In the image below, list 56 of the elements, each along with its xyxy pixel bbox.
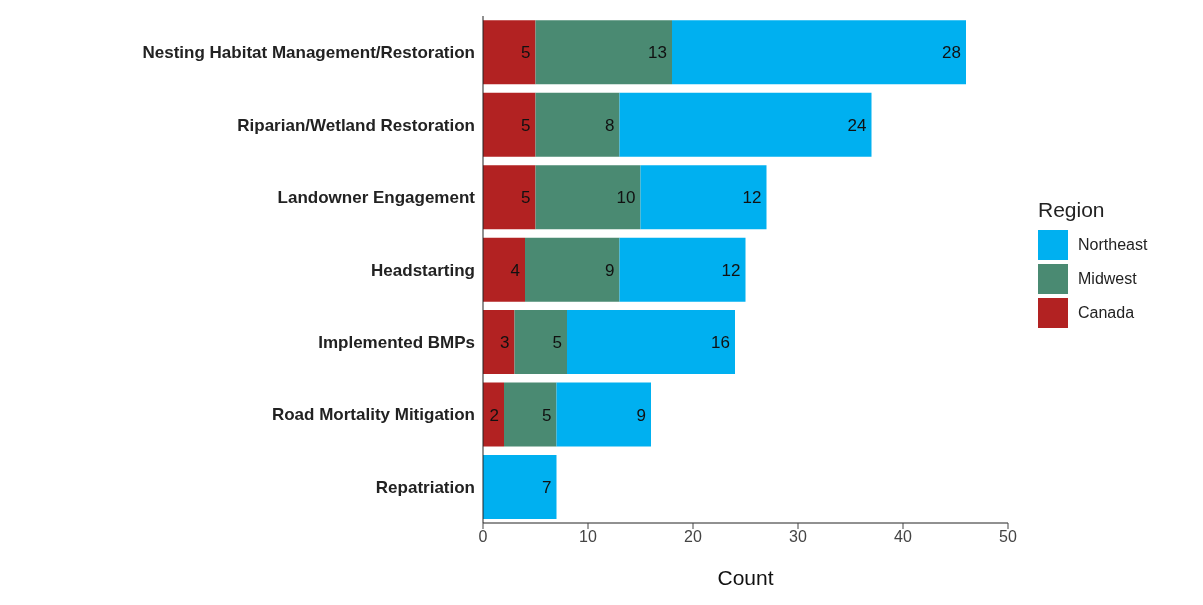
data-label: 13	[648, 43, 667, 63]
x-tick-label: 20	[684, 528, 702, 546]
legend-label: Canada	[1078, 304, 1135, 322]
data-label: 5	[552, 333, 562, 353]
x-tick-label: 50	[999, 528, 1017, 546]
data-label: 16	[711, 333, 730, 353]
bar	[619, 237, 746, 302]
data-label: 28	[942, 43, 961, 63]
bar	[535, 92, 620, 157]
x-tick-label: 0	[478, 528, 488, 546]
y-tick-label: Nesting Habitat Management/Restoration	[142, 43, 475, 63]
data-label: 9	[605, 260, 615, 280]
y-tick-label: Repatriation	[375, 477, 475, 497]
x-tick-label: 10	[579, 528, 597, 546]
data-label: 24	[847, 115, 867, 135]
data-label: 5	[521, 43, 531, 63]
bar	[535, 20, 672, 85]
y-tick-label: Riparian/Wetland Restoration	[237, 115, 475, 135]
bar	[483, 165, 536, 230]
legend-title: Region	[1038, 198, 1106, 222]
data-label: 8	[605, 115, 615, 135]
bar	[672, 20, 966, 85]
data-label: 12	[742, 188, 762, 208]
y-tick-label: Implemented BMPs	[318, 332, 475, 352]
bar	[535, 165, 641, 230]
bar	[483, 92, 536, 157]
bar	[483, 20, 536, 85]
y-tick-label: Road Mortality Mitigation	[271, 405, 475, 425]
x-tick-label: 40	[894, 528, 912, 546]
data-label: 9	[636, 405, 646, 425]
y-tick-label: Landowner Engagement	[277, 188, 476, 208]
x-axis-title: Count	[717, 566, 774, 589]
data-label: 4	[510, 260, 520, 280]
data-label: 5	[542, 405, 552, 425]
data-label: 5	[521, 115, 531, 135]
data-label: 7	[542, 477, 552, 497]
y-tick-label: Headstarting	[371, 260, 475, 280]
legend-label: Northeast	[1078, 236, 1148, 254]
legend-label: Midwest	[1078, 270, 1137, 288]
data-label: 2	[489, 405, 499, 425]
bar	[483, 237, 525, 302]
bar	[504, 382, 557, 447]
data-label: 10	[616, 188, 636, 208]
bar	[556, 382, 651, 447]
bar	[483, 382, 504, 447]
bar	[640, 165, 767, 230]
bar	[483, 310, 515, 375]
bar	[619, 92, 872, 157]
x-tick-label: 30	[789, 528, 807, 546]
bar	[567, 310, 735, 375]
data-label: 12	[721, 260, 741, 280]
data-label: 3	[500, 333, 510, 353]
bar	[514, 310, 567, 375]
data-label: 5	[521, 188, 531, 208]
bar	[483, 454, 557, 519]
bar	[525, 237, 620, 302]
